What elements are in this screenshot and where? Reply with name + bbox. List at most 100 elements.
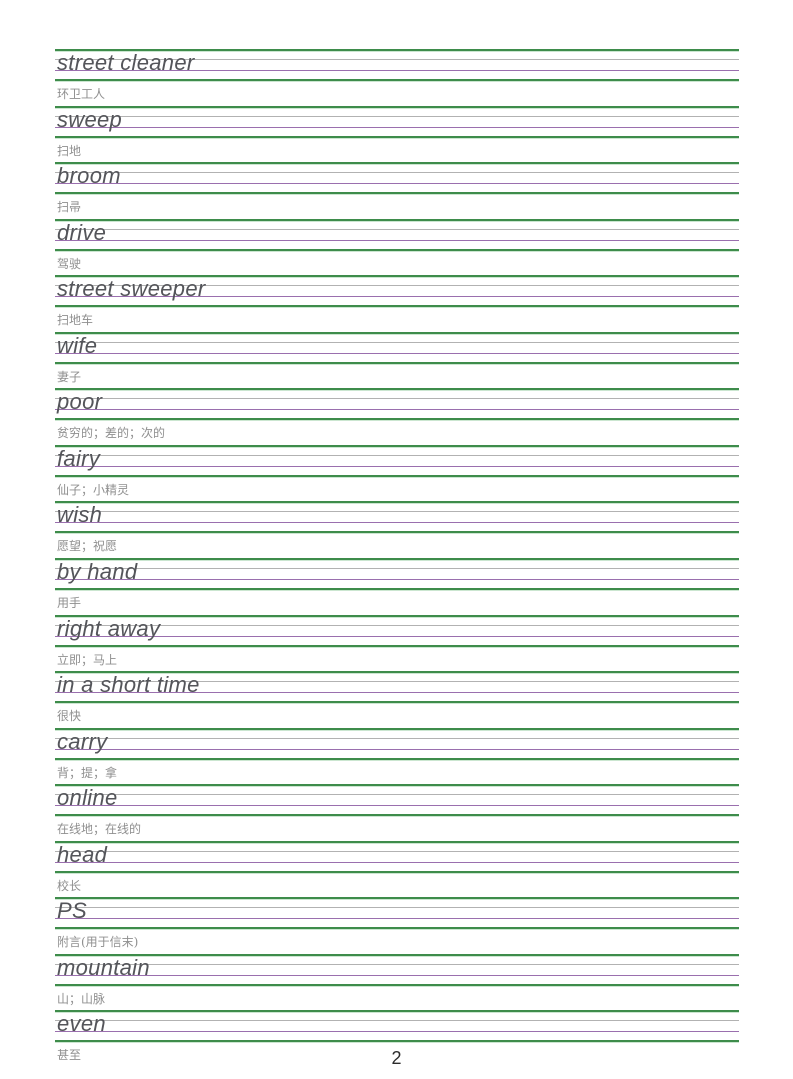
english-word: online	[57, 785, 118, 811]
guide-line-green-bottom	[55, 870, 739, 874]
guide-line-green-bottom	[55, 757, 739, 761]
english-word: broom	[57, 163, 121, 189]
english-word: mountain	[57, 954, 150, 980]
guide-line-green-bottom	[55, 135, 739, 139]
guide-line-gray-middle	[55, 737, 739, 739]
guide-line-green-bottom	[55, 192, 739, 196]
guide-line-green-top	[55, 557, 739, 561]
english-word: poor	[57, 389, 103, 415]
guide-line-gray-middle	[55, 850, 739, 852]
guide-line-green-top	[55, 162, 739, 166]
vocab-entry: street sweeper 扫地车	[55, 275, 739, 332]
guide-line-gray-middle	[55, 454, 739, 456]
vocab-entry: wish 愿望；祝愿	[55, 501, 739, 558]
guide-line-green-bottom	[55, 79, 739, 82]
guide-line-purple-baseline	[55, 183, 739, 185]
chinese-translation: 贫穷的；差的；次的	[57, 426, 166, 441]
english-word: drive	[57, 219, 107, 245]
guide-line-purple-baseline	[55, 409, 739, 411]
guide-line-green-bottom	[55, 983, 739, 987]
english-word: head	[57, 841, 108, 867]
guide-line-green-bottom	[55, 361, 739, 365]
guide-line-green-top	[55, 671, 739, 675]
guide-line-green-top	[55, 218, 739, 222]
chinese-translation: 驾驶	[57, 256, 82, 271]
vocab-entry: sweep 扫地	[55, 105, 739, 163]
vocab-entry: by hand 用手	[55, 557, 739, 615]
english-word: carry	[57, 728, 108, 754]
guide-line-gray-middle	[55, 624, 739, 626]
english-word: street sweeper	[57, 276, 206, 302]
vocab-entry: PS 附言(用于信末)	[55, 897, 739, 954]
guide-line-green-top	[55, 614, 739, 618]
guide-line-green-top	[55, 501, 739, 505]
guide-line-green-bottom	[55, 305, 739, 309]
chinese-translation: 附言(用于信末)	[57, 935, 139, 950]
vocab-entry: right away 立即；马上	[55, 614, 739, 672]
vocab-entry: fairy 仙子；小精灵	[55, 444, 739, 502]
guide-line-purple-baseline	[55, 692, 739, 694]
chinese-translation: 用手	[57, 595, 82, 610]
guide-line-green-bottom	[55, 701, 739, 705]
guide-line-green-bottom	[55, 474, 739, 478]
guide-line-green-top	[55, 49, 739, 52]
guide-line-purple-baseline	[55, 748, 739, 750]
guide-line-green-bottom	[55, 587, 739, 591]
guide-line-gray-middle	[55, 59, 739, 60]
english-word: by hand	[57, 558, 138, 584]
guide-line-green-top	[55, 727, 739, 731]
vocab-entry: head 校长	[55, 840, 739, 898]
guide-line-green-top	[55, 897, 739, 901]
english-word: fairy	[57, 445, 101, 471]
guide-line-green-top	[55, 1010, 739, 1014]
guide-line-green-bottom	[55, 418, 739, 422]
guide-line-purple-baseline	[55, 239, 739, 241]
guide-line-purple-baseline	[55, 126, 739, 128]
guide-line-green-bottom	[55, 531, 739, 535]
guide-line-green-top	[55, 275, 739, 279]
vocab-entry: carry 背；提；拿	[55, 727, 739, 785]
guide-line-green-bottom	[55, 644, 739, 648]
guide-line-purple-baseline	[55, 70, 739, 71]
guide-line-purple-baseline	[55, 805, 739, 807]
english-word: PS	[57, 898, 87, 924]
guide-line-purple-baseline	[55, 578, 739, 580]
chinese-translation: 仙子；小精灵	[57, 482, 130, 497]
chinese-translation: 校长	[57, 878, 82, 893]
guide-line-gray-middle	[55, 1020, 739, 1022]
guide-line-gray-middle	[55, 907, 739, 909]
chinese-translation: 扫帚	[57, 200, 82, 215]
vocab-entry: in a short time 很快	[55, 671, 739, 728]
chinese-translation: 在线地；在线的	[57, 822, 142, 837]
guide-line-green-top	[55, 840, 739, 844]
vocab-entry: poor 贫穷的；差的；次的	[55, 388, 739, 445]
guide-line-green-top	[55, 105, 739, 109]
chinese-translation: 环卫工人	[57, 87, 106, 101]
vocab-entry: online 在线地；在线的	[55, 784, 739, 841]
guide-line-gray-middle	[55, 681, 739, 683]
english-word: even	[57, 1011, 106, 1037]
english-word: in a short time	[57, 672, 200, 698]
chinese-translation: 背；提；拿	[57, 765, 118, 780]
guide-line-purple-baseline	[55, 522, 739, 524]
guide-line-purple-baseline	[55, 352, 739, 354]
guide-line-green-top	[55, 784, 739, 788]
guide-line-gray-middle	[55, 341, 739, 343]
english-word: wife	[57, 332, 98, 358]
guide-line-purple-baseline	[55, 861, 739, 863]
guide-line-green-bottom	[55, 1040, 739, 1044]
guide-line-green-bottom	[55, 814, 739, 818]
english-word: right away	[57, 615, 161, 641]
guide-line-purple-baseline	[55, 974, 739, 976]
chinese-translation: 愿望；祝愿	[57, 539, 118, 554]
guide-line-gray-middle	[55, 567, 739, 569]
chinese-translation: 很快	[57, 709, 82, 724]
guide-line-green-top	[55, 388, 739, 392]
english-word: street cleaner	[57, 50, 195, 75]
guide-line-gray-middle	[55, 285, 739, 287]
guide-line-purple-baseline	[55, 1031, 739, 1033]
chinese-translation: 山；山脉	[57, 991, 106, 1006]
vocab-entry: street cleaner 环卫工人	[55, 49, 739, 106]
guide-line-purple-baseline	[55, 465, 739, 467]
